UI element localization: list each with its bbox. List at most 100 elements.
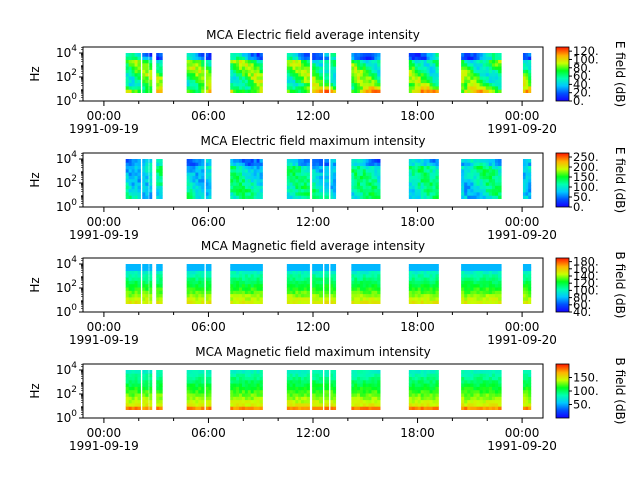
heatmap-cell [298, 277, 302, 281]
heatmap-cell [259, 379, 263, 384]
heatmap-cell [208, 389, 212, 394]
heatmap-cell [522, 53, 526, 57]
x-tick-label: 12:00 [296, 215, 331, 229]
heatmap-cell [408, 273, 413, 278]
heatmap-cell [233, 399, 237, 404]
heatmap-cell [464, 277, 468, 281]
heatmap-cell [420, 280, 425, 285]
heatmap-cell [315, 290, 320, 295]
heatmap-cell [247, 66, 252, 70]
heatmap-cell [351, 69, 355, 74]
heatmap-cell [498, 293, 502, 298]
heatmap-cell [522, 62, 526, 67]
heatmap-cell [470, 89, 474, 93]
heatmap-cell [488, 178, 493, 183]
heatmap-cell [236, 69, 240, 74]
heatmap-cell [495, 76, 499, 80]
heatmap-cell [473, 76, 477, 80]
heatmap-cell [301, 72, 305, 77]
heatmap-cell [476, 267, 480, 271]
heatmap-cell [461, 373, 465, 377]
heatmap-cell [286, 188, 291, 193]
heatmap-cell [306, 76, 310, 80]
heatmap-cell [473, 399, 477, 404]
heatmap-cell [186, 79, 190, 84]
heatmap-cell [423, 290, 427, 295]
heatmap-cell [312, 172, 317, 176]
heatmap-cell [208, 59, 212, 64]
heatmap-cell [131, 283, 135, 288]
heatmap-cell [470, 280, 474, 285]
heatmap-cell [330, 406, 334, 410]
heatmap-cell [528, 406, 532, 410]
heatmap-cell [319, 168, 323, 173]
heatmap-cell [417, 56, 422, 60]
heatmap-cell [192, 293, 196, 298]
heatmap-cell [464, 399, 468, 404]
heatmap-cell [365, 69, 369, 74]
heatmap-cell [303, 283, 308, 288]
heatmap-cell [368, 300, 372, 304]
heatmap-cell [495, 399, 499, 404]
heatmap-cell [208, 379, 212, 384]
heatmap-cell [377, 165, 381, 170]
heatmap-cell [495, 293, 499, 298]
heatmap-cell [159, 165, 163, 170]
heatmap-cell [230, 403, 234, 407]
heatmap-cell [159, 59, 163, 64]
heatmap-cell [354, 172, 358, 176]
heatmap-cell [189, 178, 193, 183]
heatmap-cell [298, 283, 302, 288]
heatmap-cell [488, 399, 493, 404]
heatmap-cell [253, 373, 258, 377]
heatmap-cell [253, 56, 258, 60]
heatmap-cell [198, 273, 202, 278]
heatmap-cell [470, 290, 474, 295]
heatmap-cell [432, 72, 436, 77]
heatmap-cell [420, 178, 425, 183]
heatmap-cell [473, 62, 477, 67]
heatmap-cell [230, 185, 234, 190]
heatmap-cell [292, 406, 296, 410]
heatmap-cell [156, 376, 160, 381]
heatmap-cell [159, 82, 163, 87]
heatmap-cell [333, 370, 337, 374]
heatmap-cell [149, 192, 153, 196]
heatmap-cell [256, 293, 260, 298]
heatmap-cell [491, 373, 496, 377]
heatmap-cell [236, 406, 240, 410]
heatmap-cell [330, 399, 334, 404]
heatmap-cell [377, 300, 381, 304]
heatmap-cell [137, 56, 141, 60]
heatmap-cell [198, 79, 202, 84]
heatmap-cell [250, 287, 255, 291]
heatmap-cell [426, 287, 430, 291]
heatmap-cell [330, 162, 334, 166]
heatmap-cell [330, 159, 334, 163]
heatmap-cell [528, 195, 532, 199]
heatmap-cell [461, 403, 465, 407]
heatmap-cell [156, 297, 160, 301]
heatmap-cell [239, 168, 243, 173]
heatmap-cell [420, 283, 425, 288]
heatmap-cell [377, 168, 381, 173]
heatmap-cell [423, 178, 427, 183]
heatmap-cell [324, 56, 330, 60]
heatmap-cell [479, 264, 484, 268]
heatmap-cell [426, 53, 430, 57]
heatmap-cell [351, 389, 355, 394]
heatmap-cell [315, 185, 320, 190]
heatmap-cell [137, 370, 141, 374]
heatmap-cell [134, 399, 138, 404]
heatmap-cell [528, 300, 532, 304]
y-tick-label: 102 [56, 279, 77, 295]
heatmap-cell [295, 300, 299, 304]
heatmap-cell [482, 373, 487, 377]
heatmap-cell [426, 168, 430, 173]
heatmap-cell [357, 53, 361, 57]
heatmap-cell [295, 192, 299, 196]
heatmap-cell [142, 399, 146, 404]
heatmap-cell [201, 399, 205, 404]
heatmap-cell [408, 386, 413, 391]
heatmap-cell [159, 287, 163, 291]
